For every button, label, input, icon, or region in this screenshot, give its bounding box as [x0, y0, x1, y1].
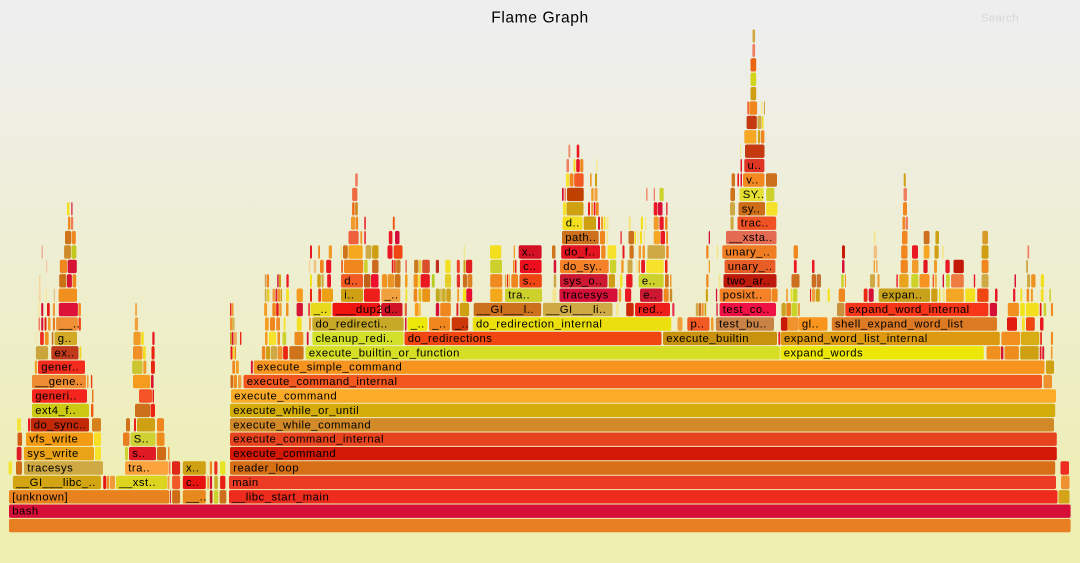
svg-text:two_ar..: two_ar.. — [727, 275, 771, 287]
svg-text:expan..: expan.. — [882, 290, 923, 302]
svg-text:expand_word_internal: expand_word_internal — [849, 304, 970, 316]
svg-text:tra..: tra.. — [128, 463, 150, 475]
svg-text:Search: Search — [981, 13, 1019, 25]
svg-text:d..: d.. — [384, 304, 398, 316]
svg-text:gl..: gl.. — [802, 319, 819, 331]
svg-text:red..: red.. — [638, 304, 663, 316]
svg-text:__gene..: __gene.. — [34, 376, 83, 388]
svg-text:execute_command_internal: execute_command_internal — [247, 376, 398, 388]
svg-text:c..: c.. — [186, 477, 199, 489]
svg-text:expand_word_list_internal: expand_word_list_internal — [784, 333, 928, 345]
svg-text:ex..: ex.. — [55, 347, 75, 359]
svg-text:vfs_write: vfs_write — [29, 434, 78, 446]
svg-text:g..: g.. — [58, 333, 72, 345]
svg-text:cleanup_redi..: cleanup_redi.. — [316, 333, 394, 345]
svg-text:Flame Graph: Flame Graph — [491, 10, 589, 27]
svg-text:_..: _.. — [431, 319, 446, 331]
svg-text:main: main — [232, 477, 259, 489]
svg-text:reader_loop: reader_loop — [233, 463, 299, 475]
svg-text:e..: e.. — [642, 275, 656, 287]
svg-text:[unknown]: [unknown] — [12, 491, 68, 503]
svg-text:_..: _.. — [384, 290, 399, 302]
svg-text:shell_expand_word_list: shell_expand_word_list — [835, 319, 964, 331]
svg-text:execute_builtin: execute_builtin — [666, 333, 749, 345]
svg-text:do_sync..: do_sync.. — [34, 419, 87, 431]
svg-text:d..: d.. — [344, 275, 358, 287]
svg-text:execute_command_internal: execute_command_internal — [233, 434, 384, 446]
svg-text:_..: _.. — [410, 319, 425, 331]
svg-text:e..: e.. — [643, 290, 657, 302]
svg-text:SY..: SY.. — [743, 189, 765, 201]
svg-text:u..: u.. — [748, 160, 762, 172]
svg-text:do_redirecti..: do_redirecti.. — [316, 319, 388, 331]
svg-text:_..: _.. — [313, 304, 328, 316]
svg-text:tra..: tra.. — [508, 290, 530, 302]
svg-text:posixt..: posixt.. — [723, 290, 763, 302]
svg-text:__..: __.. — [58, 319, 80, 331]
svg-text:___dup2: ___dup2 — [335, 304, 383, 316]
svg-text:execute_builtin_or_function: execute_builtin_or_function — [309, 347, 460, 359]
svg-text:unary_..: unary_.. — [726, 247, 771, 259]
svg-text:__libc_start_main: __libc_start_main — [231, 491, 329, 503]
svg-text:trac..: trac.. — [741, 218, 769, 230]
svg-text:execute_while_or_until: execute_while_or_until — [233, 405, 359, 417]
svg-text:__GI___libc_..: __GI___libc_.. — [15, 477, 96, 489]
svg-text:test_co..: test_co.. — [723, 304, 770, 316]
svg-text:execute_simple_command: execute_simple_command — [257, 362, 402, 374]
svg-text:execute_command: execute_command — [234, 391, 337, 403]
svg-text:tracesys: tracesys — [27, 463, 73, 475]
svg-text:tracesys: tracesys — [563, 290, 609, 302]
svg-text:execute_command: execute_command — [233, 448, 336, 460]
svg-text:__GI___li..: __GI___li.. — [545, 304, 606, 316]
svg-text:sy..: sy.. — [742, 203, 761, 215]
svg-text:do_sy..: do_sy.. — [563, 261, 602, 273]
svg-text:sys_o..: sys_o.. — [563, 275, 602, 287]
svg-text:__..: __.. — [185, 491, 207, 503]
svg-text:path..: path.. — [565, 232, 596, 244]
svg-text:__xsta..: __xsta.. — [728, 232, 773, 244]
svg-text:__xst..: __xst.. — [118, 477, 156, 489]
svg-text:x..: x.. — [522, 247, 535, 259]
svg-text:x..: x.. — [186, 463, 199, 475]
svg-text:s..: s.. — [523, 275, 536, 287]
svg-text:c..: c.. — [523, 261, 536, 273]
svg-text:_..: _.. — [454, 319, 469, 331]
svg-text:ext4_f..: ext4_f.. — [35, 405, 76, 417]
svg-text:execute_while_command: execute_while_command — [233, 419, 371, 431]
svg-text:do_redirection_internal: do_redirection_internal — [476, 319, 602, 331]
svg-text:expand_words: expand_words — [784, 347, 863, 359]
svg-text:gener..: gener.. — [41, 362, 79, 374]
svg-text:__GI___l..: __GI___l.. — [476, 304, 534, 316]
svg-text:S..: S.. — [134, 434, 149, 446]
svg-text:do_f..: do_f.. — [564, 247, 595, 259]
svg-text:test_bu..: test_bu.. — [719, 319, 767, 331]
svg-text:generi..: generi.. — [35, 391, 77, 403]
svg-text:unary_..: unary_.. — [728, 261, 773, 273]
svg-text:v..: v.. — [746, 175, 759, 187]
svg-text:s..: s.. — [132, 448, 145, 460]
svg-text:d..: d.. — [566, 218, 580, 230]
svg-text:do_redirections: do_redirections — [408, 333, 493, 345]
svg-text:bash: bash — [12, 506, 39, 518]
svg-text:p..: p.. — [691, 319, 705, 331]
svg-text:i..: i.. — [344, 290, 354, 302]
svg-text:sys_write: sys_write — [27, 448, 79, 460]
